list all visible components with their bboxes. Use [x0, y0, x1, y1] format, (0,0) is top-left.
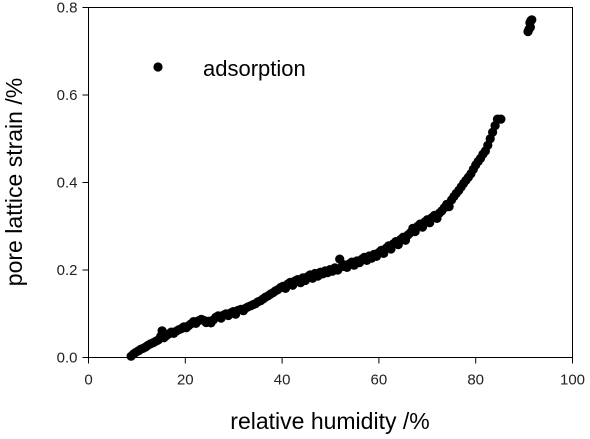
legend-label-adsorption: adsorption: [203, 56, 306, 81]
x-tick-label: 80: [467, 372, 484, 389]
y-tick-label: 0.0: [57, 350, 78, 367]
y-axis-title: pore lattice strain /%: [1, 78, 27, 286]
x-tick-label: 0: [84, 372, 92, 389]
x-tick-label: 20: [177, 372, 194, 389]
data-point: [525, 22, 536, 32]
y-tick-label: 0.8: [57, 0, 78, 17]
x-tick-label: 60: [371, 372, 388, 389]
data-points: [126, 15, 537, 361]
x-axis-title: relative humidity /%: [230, 408, 429, 434]
data-point: [496, 114, 506, 124]
legend-marker: [153, 62, 163, 72]
plot-frame: [88, 7, 573, 358]
y-axis: 0.0 0.2 0.4 0.6 0.8: [57, 0, 89, 367]
legend: adsorption: [153, 56, 306, 81]
x-axis: 0 20 40 60 80 100: [84, 357, 585, 389]
y-tick-label: 0.6: [57, 87, 78, 104]
x-tick-label: 40: [274, 372, 291, 389]
x-tick-label: 100: [560, 372, 585, 389]
y-tick-label: 0.2: [57, 262, 78, 279]
data-point: [527, 15, 537, 25]
y-tick-label: 0.4: [57, 175, 78, 192]
